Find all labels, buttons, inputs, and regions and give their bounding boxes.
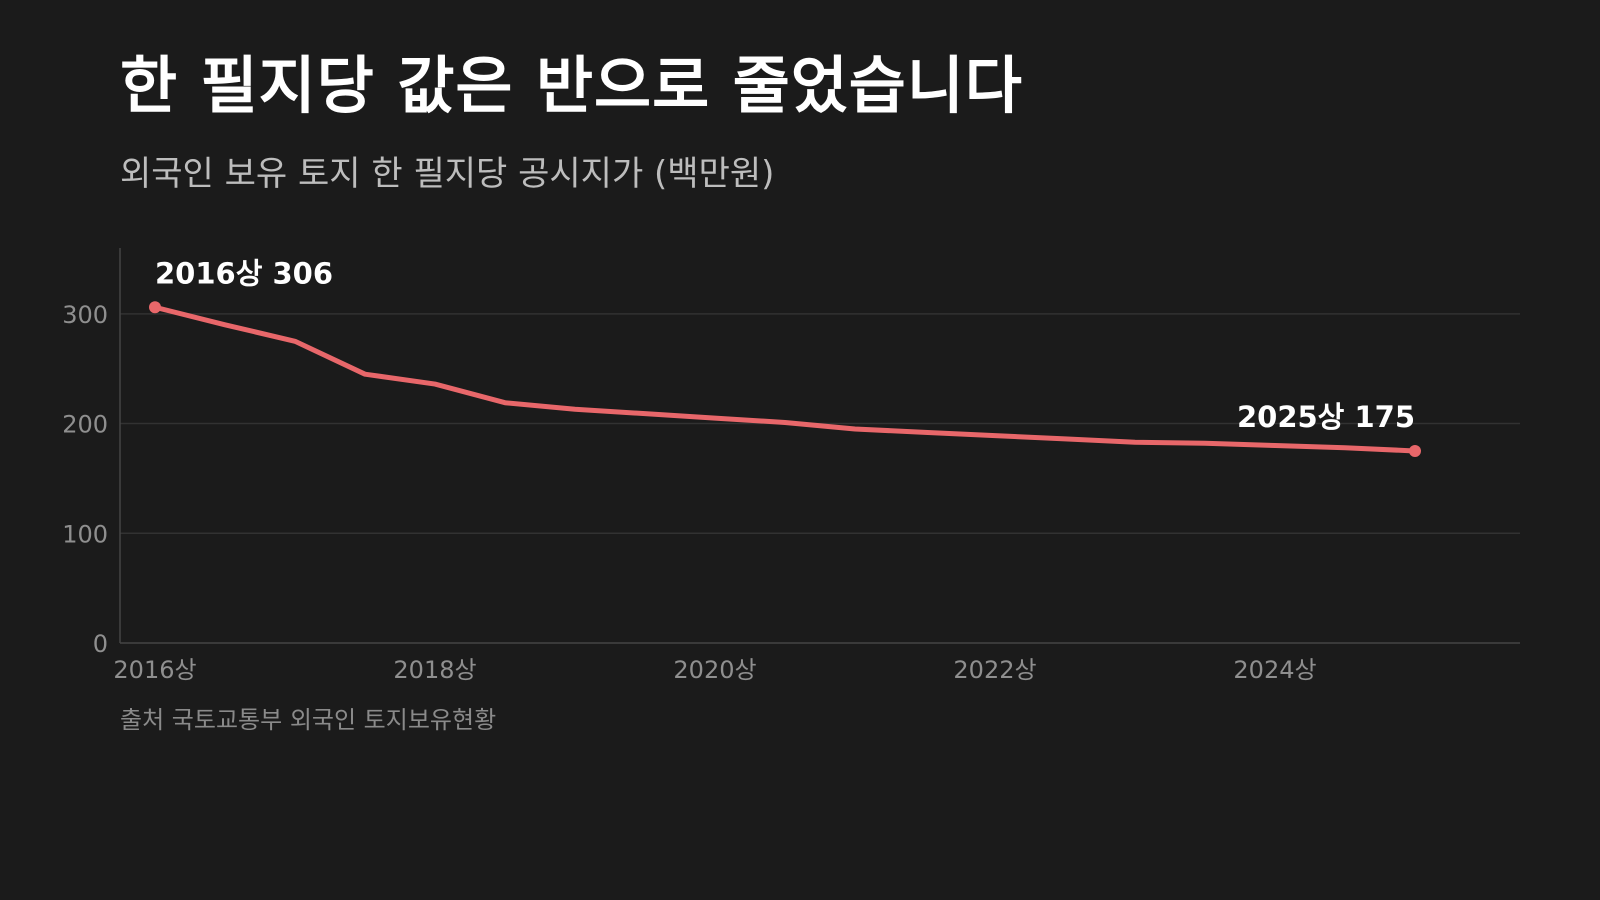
data-point-marker	[1409, 444, 1421, 457]
y-tick-label: 200	[62, 411, 108, 439]
data-label: 2025상 175	[1237, 400, 1415, 434]
y-tick-label: 300	[62, 301, 108, 329]
y-tick-label: 100	[62, 520, 108, 548]
x-tick-label: 2018상	[393, 656, 476, 684]
x-tick-label: 2020상	[673, 656, 756, 684]
data-label: 2016상 306	[155, 256, 333, 290]
chart-subtitle: 외국인 보유 토지 한 필지당 공시지가 (백만원)	[120, 154, 775, 194]
x-tick-label: 2022상	[953, 656, 1036, 684]
data-point-marker	[149, 301, 161, 314]
source-note: 출처 국토교통부 외국인 토지보유현황	[120, 706, 497, 734]
x-tick-label: 2016상	[113, 656, 196, 684]
y-tick-label: 0	[93, 630, 108, 658]
chart-title: 한 필지당 값은 반으로 줄었습니다	[120, 49, 1023, 122]
series-line	[152, 304, 1418, 454]
x-tick-label: 2024상	[1233, 656, 1316, 684]
